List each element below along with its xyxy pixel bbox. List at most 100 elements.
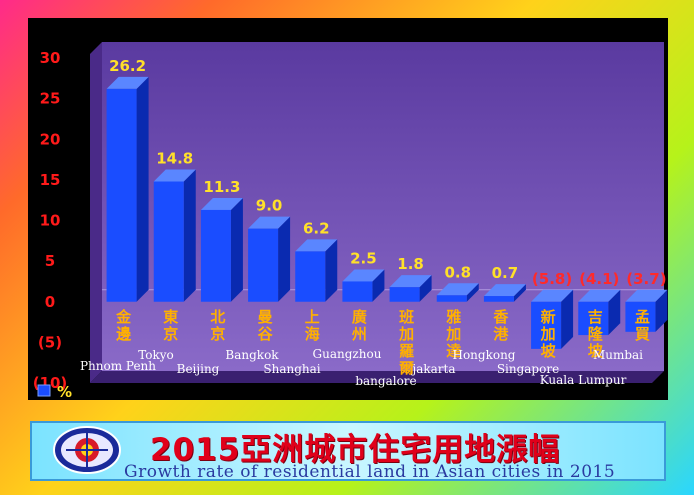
category-label-cn: 班 xyxy=(399,308,414,326)
bar-top xyxy=(625,289,668,302)
bar-top xyxy=(153,169,196,182)
category-label-cn: 曼 xyxy=(258,308,273,326)
category-label-cn: 邊 xyxy=(116,325,131,343)
bar-top xyxy=(106,76,149,89)
category-label-cn: 京 xyxy=(210,325,225,343)
legend-swatch xyxy=(37,384,51,397)
bar-top xyxy=(436,283,479,296)
category-label-en: Beijing xyxy=(177,362,220,376)
bar xyxy=(295,251,326,302)
category-label-cn: 東 xyxy=(163,308,178,326)
data-label: 11.3 xyxy=(203,178,240,196)
bar-top xyxy=(578,289,621,302)
chart-subtitle: Growth rate of residential land in Asian… xyxy=(124,462,616,482)
category-label-cn: 海 xyxy=(305,325,320,343)
bar xyxy=(436,295,467,302)
bar xyxy=(625,301,656,332)
category-label-cn: 北 xyxy=(210,308,225,326)
data-label: 14.8 xyxy=(156,150,193,168)
bar-side xyxy=(513,284,526,302)
data-label: 26.2 xyxy=(109,57,146,75)
bar-top xyxy=(342,269,385,282)
data-label: 0.8 xyxy=(444,263,471,281)
category-label-en: Kuala Lumpur xyxy=(540,373,627,387)
category-label-cn: 雅 xyxy=(445,308,461,326)
title-banner xyxy=(30,421,666,481)
category-label-cn: 廣 xyxy=(352,308,367,326)
category-label-en: Shanghai xyxy=(263,362,320,376)
plot-floor xyxy=(90,371,664,383)
asean-logo-icon xyxy=(53,426,121,474)
bar xyxy=(153,181,184,302)
bar-top xyxy=(295,239,338,252)
legend-label: % xyxy=(57,383,72,400)
bar xyxy=(578,301,609,336)
y-tick-label: 30 xyxy=(40,49,61,67)
data-label: 2.5 xyxy=(350,249,377,267)
category-label-cn: 爾 xyxy=(398,359,414,377)
category-label-cn: 吉 xyxy=(588,308,603,326)
category-label-cn: 上 xyxy=(305,308,320,326)
category-label-en: Bangkok xyxy=(225,348,279,362)
category-label-en: Mumbai xyxy=(593,348,643,362)
category-label-cn: 香 xyxy=(493,308,508,326)
bar-side xyxy=(230,197,243,302)
data-label: 1.8 xyxy=(397,255,424,273)
category-label-cn: 谷 xyxy=(258,325,274,343)
y-tick-label: 0 xyxy=(45,293,55,311)
bar xyxy=(200,209,231,302)
category-label-cn: 加 xyxy=(398,325,414,343)
category-label-cn: 加 xyxy=(540,325,556,343)
category-label-en: Phnom Penh xyxy=(80,359,156,373)
category-label-cn: 孟 xyxy=(635,308,650,326)
bar-side xyxy=(183,169,196,302)
category-label-cn: 新 xyxy=(541,308,556,326)
bar-top xyxy=(389,275,432,288)
y-tick-label: 25 xyxy=(40,90,61,108)
category-label-cn: 買 xyxy=(635,325,650,343)
data-label: (3.7) xyxy=(626,270,666,288)
bar-side xyxy=(372,269,385,302)
y-tick-label: 10 xyxy=(40,212,61,230)
bar-top xyxy=(200,197,243,210)
bar-side xyxy=(278,216,291,302)
category-label-en: Hongkong xyxy=(452,348,515,362)
y-tick-label: 20 xyxy=(40,130,61,148)
data-label: 0.7 xyxy=(492,264,519,282)
category-label-cn: 隆 xyxy=(588,325,604,343)
bar-side xyxy=(136,76,149,302)
category-label-cn: 京 xyxy=(163,325,178,343)
y-tick-label: 5 xyxy=(45,252,55,270)
bar xyxy=(531,301,562,349)
bar xyxy=(483,296,514,302)
bar-side xyxy=(466,283,479,302)
bar xyxy=(106,88,137,302)
category-label-cn: 金 xyxy=(115,308,132,326)
bar-chart: 302520151050(5)(10)26.2金邊14.8東京11.3北京9.0… xyxy=(33,42,668,400)
chart-panel: 30 25 20 15 10 5 0 (5) (10) 26.2 金邊 14.8 東京 11.3 北京 9.0… xyxy=(28,18,668,400)
y-tick-label: (5) xyxy=(38,333,62,351)
bar-top xyxy=(248,216,291,229)
chart-title: 2015亞洲城市住宅用地漲幅 xyxy=(150,432,561,468)
bar-top xyxy=(483,284,526,297)
bar xyxy=(342,281,373,302)
category-label-en: Tokyo xyxy=(138,348,174,362)
category-label-cn: 達 xyxy=(446,342,461,360)
category-label-cn: 加 xyxy=(445,325,461,343)
bar xyxy=(389,287,420,302)
category-label-cn: 州 xyxy=(351,325,367,343)
category-label-en: bangalore xyxy=(355,374,416,388)
data-label: (5.8) xyxy=(532,270,572,288)
bar-top xyxy=(531,289,574,302)
category-label-cn: 坡 xyxy=(588,342,603,360)
bar-side xyxy=(655,289,668,332)
category-label-en: Guangzhou xyxy=(313,347,382,361)
data-label: (4.1) xyxy=(579,270,619,288)
data-label: 9.0 xyxy=(256,197,283,215)
category-label-en: Singapore xyxy=(497,362,559,376)
bar-side xyxy=(419,275,432,302)
bar-side xyxy=(561,289,574,349)
data-label: 6.2 xyxy=(303,219,330,237)
bar-side xyxy=(608,289,621,336)
plot-side-wall xyxy=(90,42,102,383)
